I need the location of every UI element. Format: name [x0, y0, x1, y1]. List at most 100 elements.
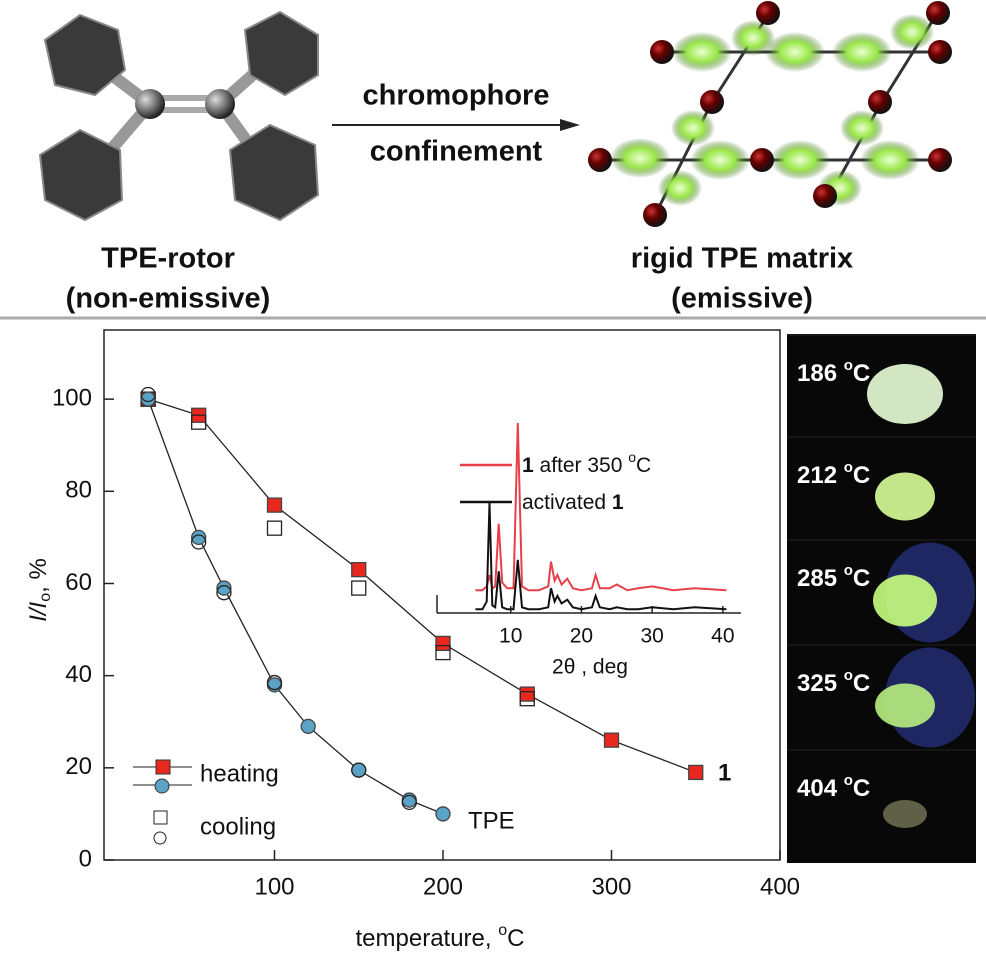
photo-label-part: 285: [797, 565, 844, 592]
pattern-line: [475, 422, 727, 592]
data-point: [351, 562, 367, 578]
data-point: [519, 691, 535, 707]
data-point: [688, 764, 704, 781]
legend-part: activated: [522, 491, 612, 514]
data-point: [140, 386, 156, 403]
emission-spot: [873, 574, 937, 627]
photo-label-part: o: [844, 772, 853, 789]
x-tick-label: 10: [499, 625, 522, 648]
legend-label: heating: [200, 760, 279, 787]
legend-part: 1: [612, 491, 624, 514]
emission-spot: [875, 683, 935, 728]
y-tick-label: 100: [52, 384, 92, 411]
legend-label: activated 1: [522, 491, 624, 514]
photo-label: 186 oC: [797, 357, 870, 387]
y-label-part: o: [37, 593, 54, 602]
photo-label: 212 oC: [797, 459, 870, 489]
scheme-subtitle: (non-emissive): [66, 283, 271, 315]
x-tick-label: 200: [423, 873, 463, 900]
y-tick-label: 20: [65, 753, 92, 780]
x-tick-label: 400: [760, 873, 800, 900]
data-point: [519, 686, 535, 702]
emission-spot: [875, 472, 935, 521]
x-axis-label: temperature, oC: [356, 922, 525, 952]
tpe-rotor-drawing: [38, 10, 320, 222]
legend-marker: [155, 759, 171, 775]
x-tick-label: 300: [591, 873, 631, 900]
legend-label: 1 after 350 oC: [522, 449, 651, 477]
x-label-part: o: [498, 922, 507, 939]
data-point: [266, 497, 283, 513]
legend-part: 1: [522, 454, 534, 477]
data-point: [435, 806, 451, 822]
photo-label-part: o: [844, 667, 853, 684]
photo-label-part: 186: [797, 360, 844, 387]
data-point: [266, 674, 283, 691]
arrow-label: chromophore: [363, 80, 550, 112]
data-point: [216, 580, 232, 596]
photo-label-part: o: [844, 562, 853, 579]
data-point: [435, 644, 451, 661]
scheme-title: rigid TPE matrix: [631, 243, 853, 275]
series-line: [147, 398, 444, 815]
x-label-part: C: [507, 925, 524, 952]
photo-label-part: 404: [797, 775, 844, 802]
scheme-subtitle: (emissive): [671, 283, 813, 315]
y-label-part: , %: [25, 558, 52, 593]
legend-part: C: [636, 454, 651, 477]
photo-label: 404 oC: [797, 772, 870, 802]
data-point: [435, 635, 451, 652]
arrow-label: confinement: [370, 136, 543, 168]
x-tick-label: 100: [254, 873, 294, 900]
photo-label-part: C: [853, 775, 870, 802]
data-point: [266, 520, 283, 536]
emission-spot: [883, 800, 927, 828]
x-tick-label: 30: [640, 625, 663, 648]
photo-label: 325 oC: [797, 667, 870, 697]
rigid-matrix-drawing: [588, 1, 952, 227]
data-point: [603, 732, 620, 748]
data-point: [191, 414, 207, 430]
scheme-title: TPE-rotor: [101, 243, 235, 275]
data-point: [401, 794, 417, 811]
data-point: [351, 580, 367, 596]
photo-label-part: C: [853, 565, 870, 592]
x-tick-label: 40: [711, 625, 734, 648]
y-tick-label: 60: [65, 569, 92, 596]
plot-frame: [103, 329, 781, 861]
data-point: [351, 762, 367, 778]
legend-marker: [153, 810, 168, 825]
photo-label-part: C: [853, 360, 870, 387]
photo-label-part: C: [853, 462, 870, 489]
y-tick-label: 80: [65, 477, 92, 504]
series-annotation: TPE: [468, 807, 515, 834]
y-axis-label: I/Io, %: [25, 558, 54, 622]
series-annotation: 1: [718, 759, 731, 786]
photo-label-part: C: [853, 670, 870, 697]
photo-label-part: o: [844, 357, 853, 374]
photo-label-part: o: [844, 459, 853, 476]
series-line: [147, 398, 696, 774]
emission-spot: [867, 364, 943, 424]
data-point: [216, 585, 232, 601]
pattern-line: [475, 502, 727, 611]
x-label-part: temperature,: [356, 925, 499, 952]
y-tick-label: 0: [79, 845, 92, 872]
photo-label-part: 325: [797, 670, 844, 697]
data-point: [140, 391, 156, 407]
data-point: [300, 718, 316, 734]
photo-label-part: 212: [797, 462, 844, 489]
legend-label: cooling: [200, 813, 276, 840]
photo-label: 285 oC: [797, 562, 870, 592]
y-label-part: I/I: [25, 601, 52, 621]
legend-marker: [154, 778, 170, 794]
legend-part: o: [628, 449, 636, 465]
inset-x-label: 2θ , deg: [552, 656, 628, 679]
x-tick-label: 20: [570, 625, 593, 648]
legend-marker: [153, 831, 167, 845]
y-tick-label: 40: [65, 661, 92, 688]
data-point: [191, 534, 207, 550]
data-point: [191, 529, 207, 546]
